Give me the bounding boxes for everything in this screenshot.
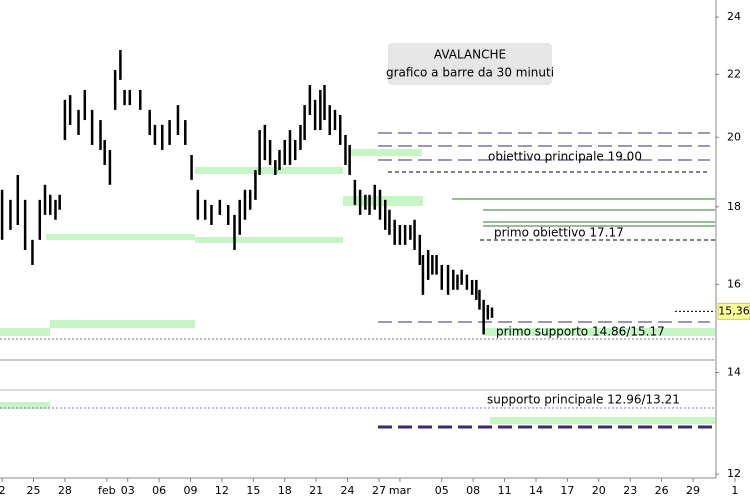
x-tick-label: 11 [498,484,512,497]
x-tick-label: 05 [435,484,449,497]
annotation: primo obiettivo 17.17 [494,226,624,240]
x-tick-label: 03 [121,484,135,497]
y-tick-label: 14 [727,365,741,378]
annotation: primo supporto 14.86/15.17 [496,325,665,339]
x-tick-label: 12 [215,484,229,497]
x-tick-label: 27 [372,484,386,497]
last-price-label: 15,36 [718,304,750,317]
x-tick-label: 14 [529,484,543,497]
x-tick-label: 08 [466,484,480,497]
x-tick-label: 25 [26,484,40,497]
x-tick-label: 17 [560,484,574,497]
x-tick-label: 2 [0,484,6,497]
last-price-box [717,302,750,320]
x-tick-label: 15 [246,484,260,497]
annotation: obiettivo principale 19.00 [488,150,642,164]
x-tick-label: 26 [655,484,669,497]
x-tick-label: 29 [686,484,700,497]
x-tick-label: 09 [184,484,198,497]
y-tick-label: 16 [727,277,741,290]
annotation: supporto principale 12.96/13.21 [487,393,680,407]
chart-subtitle: grafico a barre da 30 minuti [386,66,554,80]
x-tick-label: 23 [623,484,637,497]
x-tick-label: 1 [731,484,738,497]
x-tick-label: 20 [592,484,606,497]
x-tick-label: 06 [152,484,166,497]
x-tick-label: 18 [278,484,292,497]
y-tick-label: 20 [727,130,741,143]
chart-title: AVALANCHE [434,48,506,62]
title-box [388,43,552,85]
y-tick-label: 22 [727,67,741,80]
y-tick-label: 12 [727,467,741,480]
x-tick-label: 28 [58,484,72,497]
y-tick-label: 24 [727,10,741,23]
x-tick-label: mar [389,484,411,497]
levels [0,0,717,479]
x-tick-label: 24 [341,484,355,497]
y-tick-label: 18 [727,200,741,213]
x-tick-label: 21 [309,484,323,497]
x-tick-label: feb [98,484,116,497]
